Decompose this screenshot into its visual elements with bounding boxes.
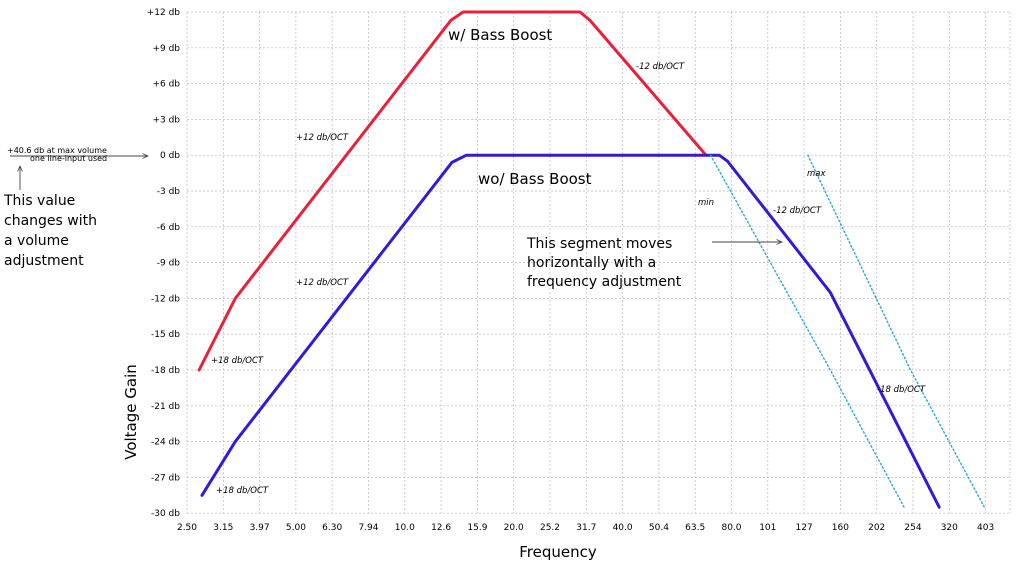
chart-series xyxy=(197,10,986,509)
blue-rise-slope-label: +12 db/OCT xyxy=(296,278,349,288)
x-tick-label: 20.0 xyxy=(504,523,524,533)
x-tick-label: 254 xyxy=(904,523,921,533)
x-tick-label: 6.30 xyxy=(322,523,342,533)
max-label: max xyxy=(807,169,826,179)
volume-note: This value changes with a volume adjustm… xyxy=(3,193,97,269)
y-tick-label: -21 db xyxy=(151,402,180,412)
y-tick-label: +9 db xyxy=(152,44,180,54)
x-tick-label: 7.94 xyxy=(358,523,378,533)
x-tick-labels: 2.50 3.15 3.97 5.00 6.30 7.94 10.0 12.6 15.9 20.0… xyxy=(177,523,994,533)
volume-note-line: changes with xyxy=(4,213,97,229)
x-tick-label: 320 xyxy=(941,523,958,533)
x-tick-label: 15.9 xyxy=(467,523,487,533)
y-tick-label: -18 db xyxy=(151,366,180,376)
x-tick-label: 40.0 xyxy=(613,523,633,533)
blue-low-slope-label: +18 db/OCT xyxy=(216,486,269,496)
min-label: min xyxy=(698,198,714,208)
y-tick-label: +3 db xyxy=(152,115,180,125)
ref-note-line2: one line-input used xyxy=(30,154,107,163)
series-line-max xyxy=(807,154,986,508)
x-tick-label: 127 xyxy=(796,523,813,533)
y-tick-label: -3 db xyxy=(157,187,181,197)
x-tick-label: 403 xyxy=(977,523,994,533)
x-tick-label: 160 xyxy=(832,523,849,533)
y-tick-label: -12 db xyxy=(151,294,180,304)
chart-grid xyxy=(186,11,1011,514)
series-line-wo-bass-boost xyxy=(200,153,941,509)
x-tick-label: 2.50 xyxy=(177,523,197,533)
segment-note-line: horizontally with a xyxy=(527,255,656,271)
y-tick-label: +6 db xyxy=(152,80,180,90)
series-line-w-bass-boost xyxy=(197,10,708,372)
y-axis-title: Voltage Gain xyxy=(122,364,140,460)
segment-note-line: frequency adjustment xyxy=(527,274,682,290)
x-tick-label: 3.97 xyxy=(250,523,270,533)
volume-note-line: a volume xyxy=(4,233,69,249)
y-tick-label: -27 db xyxy=(151,473,180,483)
volume-note-line: This value xyxy=(3,193,75,209)
series-line-min xyxy=(709,154,905,508)
segment-note: This segment moves horizontally with a f… xyxy=(526,236,682,290)
red-low-slope-label: +18 db/OCT xyxy=(211,356,264,366)
y-tick-label: 0 db xyxy=(160,151,180,161)
ref-note-line1: +40.6 db at max volume xyxy=(7,146,107,155)
y-tick-label: -30 db xyxy=(151,509,180,519)
y-tick-label: -6 db xyxy=(157,223,181,233)
x-tick-label: 50.4 xyxy=(649,523,669,533)
x-tick-label: 3.15 xyxy=(213,523,233,533)
y-tick-label: -24 db xyxy=(151,438,180,448)
blue-fall2-slope-label: -18 db/OCT xyxy=(877,385,926,395)
x-tick-label: 202 xyxy=(868,523,885,533)
y-tick-label: -15 db xyxy=(151,330,180,340)
x-tick-label: 25.2 xyxy=(540,523,560,533)
wo-bass-boost-label: wo/ Bass Boost xyxy=(478,170,592,188)
x-tick-label: 31.7 xyxy=(576,523,596,533)
x-tick-label: 101 xyxy=(759,523,776,533)
w-bass-boost-label: w/ Bass Boost xyxy=(448,26,552,44)
x-tick-label: 12.6 xyxy=(431,523,451,533)
y-tick-label: +12 db xyxy=(147,8,181,18)
blue-fall1-slope-label: -12 db/OCT xyxy=(773,206,822,216)
y-tick-labels: +12 db +9 db +6 db +3 db 0 db -3 db -6 db -9 db… xyxy=(147,8,181,519)
segment-note-line: This segment moves xyxy=(526,236,672,252)
red-rise-slope-label: +12 db/OCT xyxy=(296,133,349,143)
red-fall-slope-label: -12 db/OCT xyxy=(636,62,685,72)
x-tick-label: 5.00 xyxy=(286,523,306,533)
volume-note-line: adjustment xyxy=(4,253,84,269)
x-axis-title: Frequency xyxy=(519,543,597,561)
x-tick-label: 10.0 xyxy=(395,523,415,533)
x-tick-label: 63.5 xyxy=(685,523,705,533)
x-tick-label: 80.0 xyxy=(721,523,741,533)
y-tick-label: -9 db xyxy=(157,259,181,269)
